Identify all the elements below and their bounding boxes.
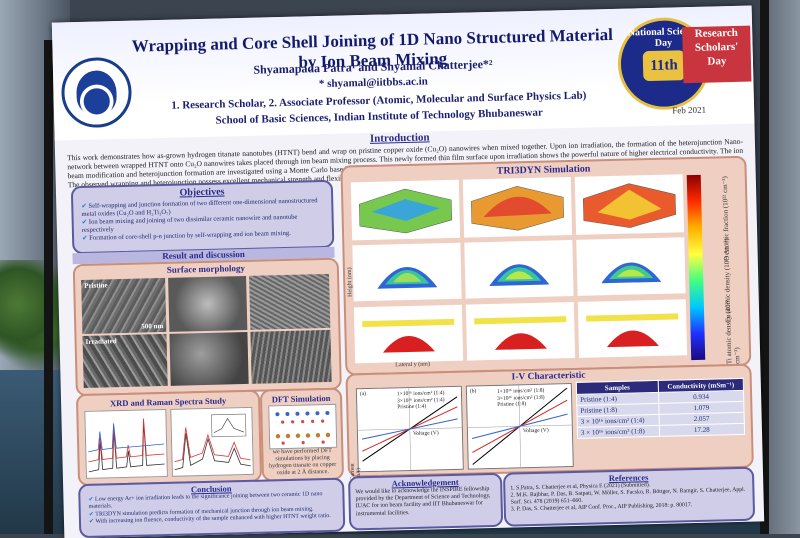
sem-image-3 <box>168 275 248 332</box>
institute-logo <box>60 56 133 129</box>
objectives-list: Self-wrapping and junction formation of … <box>81 197 324 243</box>
raman-plot <box>170 406 254 477</box>
iv-plot-b: 1×10¹⁶ ions/cm² (1:8) 3×10¹⁶ ions/cm² (1… <box>465 383 574 470</box>
tri3dyn-panel: TRI3DYN Simulation Lateral y (nm) H <box>340 155 752 376</box>
panel-b-label: (b) <box>469 388 477 395</box>
tri3dyn-cross-section-ti-2 <box>465 301 576 361</box>
acknowledgement-text: We would like to acknowledge the INSPIRE… <box>355 486 491 517</box>
surface-morphology-panel: Surface morphology Pristine 500 nm Irrad… <box>72 257 342 397</box>
conclusion-list: Low energy Ar+ ion irradiation leads to … <box>88 491 337 527</box>
poster-stand-right <box>760 0 769 534</box>
legend-b-item: Pristine (1:8) <box>497 401 527 408</box>
poster-stand-left <box>44 40 53 534</box>
sem-image-pristine: Pristine 500 nm <box>81 277 167 334</box>
iv-b-xlabel: Voltage (V) <box>522 427 549 435</box>
conclusion-panel: Conclusion Low energy Ar+ ion irradiatio… <box>78 477 346 538</box>
table-cell-value: 17.28 <box>659 423 745 437</box>
tri3dyn-cross-section-cu-3 <box>576 237 686 296</box>
poster-header: Wrapping and Core Shell Joining of 1D Na… <box>51 5 755 141</box>
xrd-plot <box>84 408 168 479</box>
sem-image-irradiated: Irradiated <box>82 333 168 388</box>
poster-date: Feb 2021 <box>672 104 707 116</box>
sem-image-6 <box>250 329 332 384</box>
label-irradiated: Irradiated <box>85 337 117 346</box>
xrd-raman-panel: XRD and Raman Spectra Study <box>75 389 263 487</box>
tri3dyn-surface-3 <box>574 174 685 235</box>
tri3dyn-cross-section-cu-2 <box>464 239 574 299</box>
table-cell-sample: 3 × 10¹⁶ ions/cm² (1:8) <box>577 425 660 439</box>
badge-number: 11th <box>642 50 686 82</box>
colorbar-label-ti: Ti atomic density (10²² cm⁻³) <box>723 300 742 365</box>
iv-a-xlabel: Voltage (V) <box>412 430 439 437</box>
colorbar <box>686 174 706 361</box>
label-pristine: Pristine <box>84 281 108 290</box>
dft-text: we have performed DFT simulations by pla… <box>269 447 337 477</box>
iv-plot-a: 1×10¹⁶ ions/cm² (1:4) 3×10¹⁶ ions/cm² (1… <box>355 385 464 473</box>
tri3dyn-surface-1 <box>350 179 461 241</box>
ribbon-line-3: Day <box>707 55 727 68</box>
legend-a-item: Pristine (1:4) <box>397 403 427 411</box>
objectives-panel: Objectives Self-wrapping and junction fo… <box>70 179 335 255</box>
poster: Wrapping and Core Shell Joining of 1D Na… <box>51 5 765 538</box>
tri3dyn-cross-section-cu-1 <box>352 242 462 302</box>
references-list: 1. S.Patra, S. Chatterjee et al, Physica… <box>510 480 748 514</box>
sem-image-5 <box>249 273 331 330</box>
scholars-day-ribbon: Research Scholars' Day <box>682 25 752 84</box>
tri3dyn-xlabel: Lateral y (nm) <box>395 361 430 369</box>
tri3dyn-cross-section-ti-3 <box>577 299 688 358</box>
tri3dyn-cross-section-ti-1 <box>353 304 464 364</box>
dft-panel: DFT Simulation we have performed DFT sim… <box>259 387 345 482</box>
panel-a-label: (a) <box>359 391 367 398</box>
references-panel: References 1. S.Patra, S. Chatterjee et … <box>502 466 756 527</box>
dft-structure-image <box>268 403 338 450</box>
scale-bar-label: 500 nm <box>141 321 164 331</box>
tri3dyn-surface-2 <box>462 176 573 238</box>
iv-characteristic-panel: I-V Characteristic 1×10¹⁶ ions/cm² (1:4)… <box>345 363 754 480</box>
acknowledgement-panel: Acknowledgement We would like to acknowl… <box>347 472 504 531</box>
sem-image-4 <box>169 331 249 386</box>
conductivity-table: Samples Conductivity (mSm⁻¹) Pristine (1… <box>576 378 745 439</box>
tri3dyn-ylabel: Height (nm) <box>346 267 354 297</box>
dft-title: DFT Simulation <box>271 392 331 405</box>
